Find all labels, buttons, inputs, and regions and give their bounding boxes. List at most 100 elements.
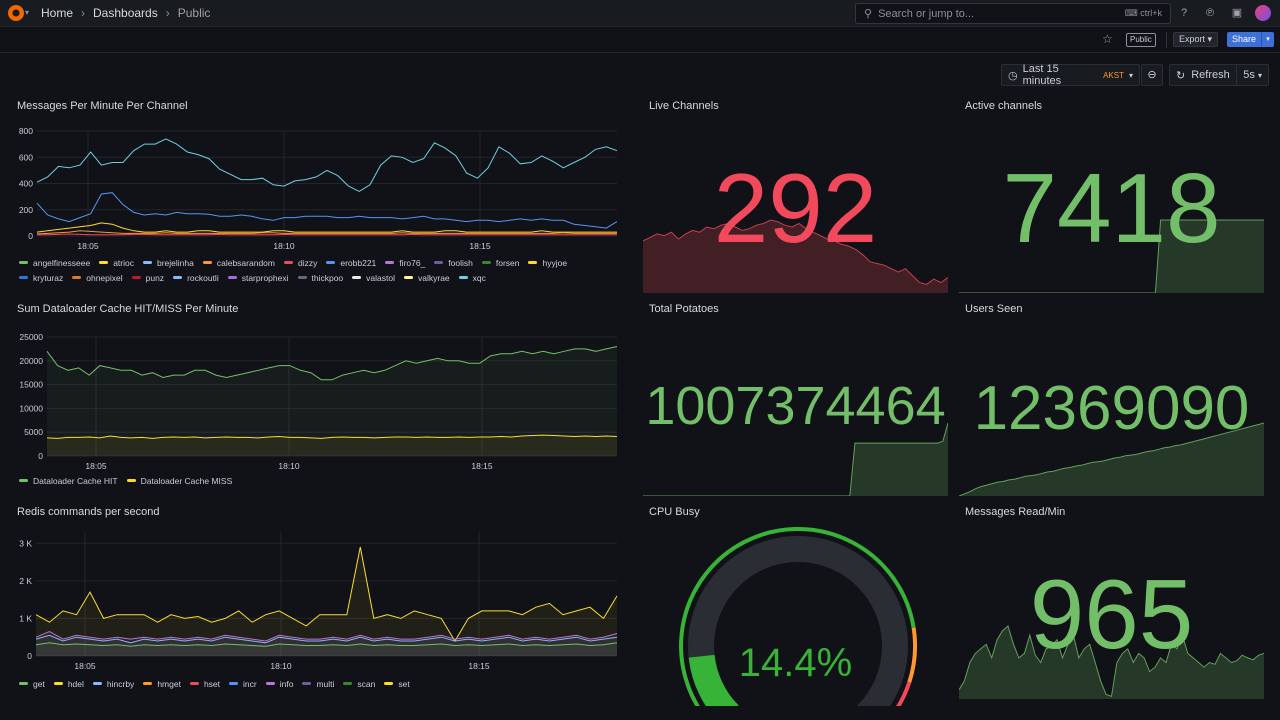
legend-swatch xyxy=(19,682,28,685)
legend-item[interactable]: hdel xyxy=(53,676,84,691)
time-range-label: Last 15 minutes xyxy=(1022,63,1062,87)
menu-caret-icon[interactable]: ▾ xyxy=(25,8,30,17)
legend-label: thickpoo xyxy=(311,272,344,283)
star-icon[interactable]: ☆ xyxy=(1102,32,1113,46)
series-area xyxy=(36,635,617,656)
legend-label: incr xyxy=(243,678,257,689)
legend-item[interactable]: hyyjoe xyxy=(528,255,567,270)
panel-users-seen: Users Seen 12369090 xyxy=(959,303,1264,496)
legend-item[interactable]: Dataloader Cache HIT xyxy=(19,473,118,488)
legend-label: hset xyxy=(203,678,221,689)
legend-swatch xyxy=(265,682,275,685)
help-icon[interactable]: ? xyxy=(1180,7,1188,19)
panel-title[interactable]: Messages Per Minute Per Channel xyxy=(17,100,188,112)
messages-legend: angelfinesseee atrioc brejelinha calebsaran… xyxy=(19,255,629,285)
dataloader-legend: Dataloader Cache HIT Dataloader Cache MIS… xyxy=(19,473,629,488)
legend-item[interactable]: punz xyxy=(131,270,164,285)
breadcrumb-dashboards[interactable]: Dashboards xyxy=(93,6,158,20)
grafana-logo-icon[interactable] xyxy=(8,5,24,21)
legend-item[interactable]: rockoutli xyxy=(173,270,219,285)
panel-live-channels: Live Channels 292 xyxy=(643,100,948,293)
legend-label: rockoutli xyxy=(187,272,219,283)
legend-item[interactable]: forsen xyxy=(481,255,519,270)
legend-item[interactable]: foolish xyxy=(434,255,473,270)
legend-item[interactable]: multi xyxy=(302,676,334,691)
refresh-interval-picker[interactable]: 5s ▾ xyxy=(1236,65,1262,85)
export-button[interactable]: Export ▾ xyxy=(1173,32,1219,47)
legend-label: atrioc xyxy=(113,257,134,268)
legend-label: hyyjoe xyxy=(542,257,568,268)
avatar[interactable] xyxy=(1255,5,1271,21)
share-button[interactable]: Share xyxy=(1227,32,1262,47)
legend-item[interactable]: kryturaz xyxy=(19,270,63,285)
time-range-picker[interactable]: ◷ Last 15 minutes AKST ▾ xyxy=(1001,63,1140,87)
legend-label: scan xyxy=(357,678,376,689)
panel-title[interactable]: Sum Dataloader Cache HIT/MISS Per Minute xyxy=(17,303,239,315)
legend-item[interactable]: scan xyxy=(343,676,375,691)
zoom-out-button[interactable]: ⊖ xyxy=(1141,64,1163,86)
panel-cpu-busy: CPU Busy 14.4% xyxy=(643,506,948,706)
legend-item[interactable]: set xyxy=(384,676,410,691)
search-input[interactable]: ⚲ Search or jump to... ⌨ ctrl+k xyxy=(855,3,1171,24)
legend-item[interactable]: atrioc xyxy=(99,255,134,270)
legend-item[interactable]: valkyrae xyxy=(404,270,450,285)
legend-swatch xyxy=(481,261,491,264)
legend-item[interactable]: xqc xyxy=(458,270,486,285)
redis-legend: get hdel hincrby hmget hset incr info multi scan… xyxy=(19,676,629,691)
legend-item[interactable]: get xyxy=(19,676,45,691)
legend-label: valkyrae xyxy=(418,272,450,283)
panel-title[interactable]: Total Potatoes xyxy=(649,303,719,315)
kiosk-icon[interactable]: ▣ xyxy=(1231,7,1243,19)
legend-label: get xyxy=(33,678,45,689)
breadcrumb-home[interactable]: Home xyxy=(41,6,74,20)
rss-icon[interactable]: ℗ xyxy=(1205,7,1215,19)
legend-label: kryturaz xyxy=(33,272,64,283)
legend-item[interactable]: erobb221 xyxy=(326,255,376,270)
legend-item[interactable]: thickpoo xyxy=(297,270,344,285)
legend-item[interactable]: ohnepixel xyxy=(72,270,123,285)
y-tick-label: 0 xyxy=(28,231,33,241)
breadcrumb-current: Public xyxy=(177,6,211,20)
breadcrumb-separator-icon: › xyxy=(165,6,170,20)
legend-label: calebsarandom xyxy=(216,257,275,268)
legend-item[interactable]: calebsarandom xyxy=(202,255,275,270)
y-tick-label: 5000 xyxy=(24,427,43,437)
y-tick-label: 0 xyxy=(38,451,43,461)
legend-item[interactable]: angelfinesseee xyxy=(19,255,90,270)
legend-item[interactable]: valastol xyxy=(352,270,395,285)
legend-swatch xyxy=(385,261,395,264)
legend-item[interactable]: info xyxy=(265,676,293,691)
panel-title[interactable]: Live Channels xyxy=(649,100,719,112)
y-tick-label: 800 xyxy=(19,126,33,136)
series-line xyxy=(37,233,617,236)
legend-item[interactable]: dizzy xyxy=(283,255,317,270)
legend-label: starprophexi xyxy=(241,272,289,283)
refresh-button[interactable]: ↻ Refresh 5s ▾ xyxy=(1169,64,1269,86)
legend-item[interactable]: starprophexi xyxy=(227,270,289,285)
panel-title[interactable]: Active channels xyxy=(965,100,1043,112)
panel-title[interactable]: Messages Read/Min xyxy=(965,506,1066,518)
x-tick-label: 18:10 xyxy=(270,661,292,671)
panel-title[interactable]: Users Seen xyxy=(965,303,1023,315)
y-tick-label: 2 K xyxy=(19,576,32,586)
legend-item[interactable]: hmget xyxy=(143,676,181,691)
legend-item[interactable]: brejelinha xyxy=(142,255,194,270)
series-area xyxy=(47,435,617,456)
legend-label: valastol xyxy=(366,272,395,283)
legend-swatch xyxy=(19,261,28,264)
legend-item[interactable]: firo76_ xyxy=(385,255,425,270)
series-line xyxy=(36,222,617,233)
legend-item[interactable]: Dataloader Cache MISS xyxy=(126,473,232,488)
y-tick-label: 200 xyxy=(19,205,33,215)
panel-title[interactable]: Redis commands per second xyxy=(17,506,160,518)
panel-title[interactable]: CPU Busy xyxy=(649,506,700,518)
legend-swatch xyxy=(352,276,362,279)
legend-item[interactable]: incr xyxy=(229,676,257,691)
users-seen-sparkline xyxy=(959,422,1264,496)
breadcrumb-separator-icon: › xyxy=(81,6,86,20)
sparkline-area xyxy=(643,423,948,496)
share-menu-caret-icon[interactable]: ▾ xyxy=(1261,32,1274,47)
legend-item[interactable]: hincrby xyxy=(92,676,134,691)
legend-item[interactable]: hset xyxy=(189,676,221,691)
zoom-out-icon: ⊖ xyxy=(1147,69,1157,81)
